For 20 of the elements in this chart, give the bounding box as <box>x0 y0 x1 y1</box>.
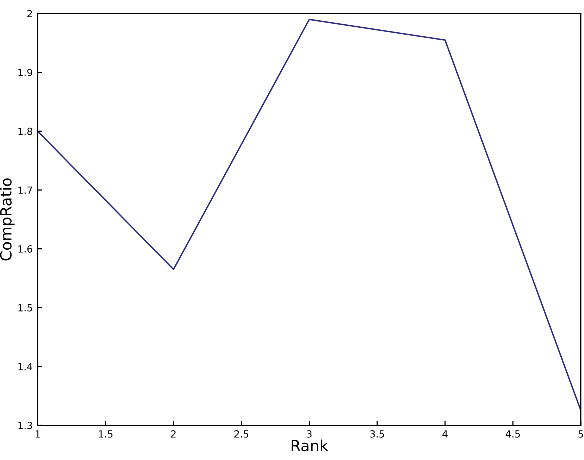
x-tick-label: 3 <box>307 430 312 438</box>
y-tick-label: 1.3 <box>18 422 32 430</box>
x-tick-label: 1 <box>36 430 40 438</box>
y-tick-label: 1.9 <box>18 69 32 76</box>
x-axis-title: Rank <box>292 440 329 452</box>
y-tick-label: 2 <box>28 10 32 18</box>
x-tick-label: 3.5 <box>370 430 384 438</box>
x-tick-label: 2.5 <box>234 430 249 438</box>
x-tick-label: 4 <box>442 430 448 438</box>
y-tick-label: 1.6 <box>18 246 32 253</box>
y-tick-label: 1.7 <box>18 186 32 194</box>
y-tick-label: 1.5 <box>18 304 32 312</box>
x-tick-label: 1.5 <box>99 430 113 438</box>
x-tick-label: 2 <box>171 430 176 438</box>
x-tick-label: 4.5 <box>506 430 520 438</box>
y-tick-label: 1.4 <box>18 363 33 370</box>
line-series <box>38 18 582 412</box>
y-axis-title: CompRatio <box>0 178 15 261</box>
x-tick-label: 5 <box>578 430 584 438</box>
y-tick-label: 1.8 <box>18 128 32 136</box>
